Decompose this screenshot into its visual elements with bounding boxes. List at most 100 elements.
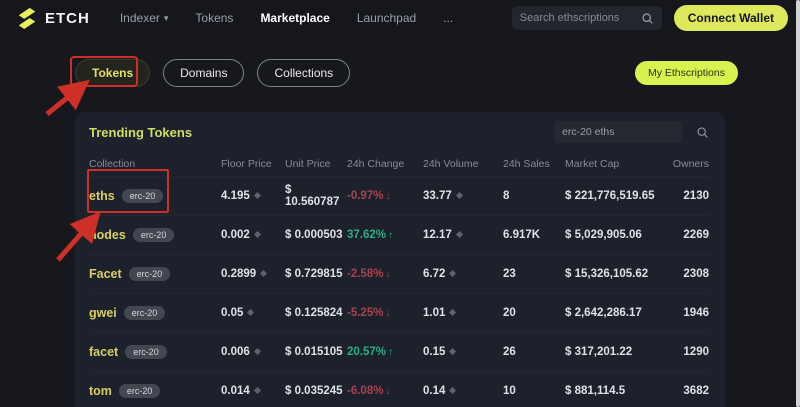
table-header-row: Collection Floor Price Unit Price 24h Ch… [89, 152, 711, 176]
collection-cell[interactable]: eths erc-20 [89, 189, 221, 203]
change-cell: 20.57% ↑ [347, 346, 394, 358]
table-body: eths erc-20 4.195 $ 10.560787 -0.97% ↓ 33… [89, 176, 711, 407]
owners-cell: 2130 [683, 190, 709, 202]
table-row[interactable]: tom erc-20 0.014 $ 0.035245 -6.08% ↓ 0.14… [89, 371, 711, 407]
my-ethscriptions-button[interactable]: My Ethscriptions [634, 61, 738, 85]
panel-title: Trending Tokens [89, 124, 193, 140]
volume-cell: 33.77 [423, 190, 503, 202]
token-standard-badge: erc-20 [132, 228, 175, 242]
change-arrow-icon: ↑ [388, 347, 394, 358]
token-standard-badge: erc-20 [121, 189, 164, 203]
top-navbar: ETCH Indexer ▾ Tokens ▾ Marketplace ▾ La… [0, 0, 800, 36]
scrollbar-thumb[interactable] [796, 0, 800, 407]
category-tab-label: Domains [180, 66, 228, 80]
volume-cell: 0.15 [423, 346, 503, 358]
unit-price-cell: $ 0.729815 [285, 268, 343, 280]
nav-item[interactable]: Indexer ▾ [120, 11, 169, 25]
token-standard-badge: erc-20 [128, 267, 171, 281]
eth-icon [449, 348, 457, 356]
column-header: Market Cap [565, 158, 620, 170]
floor-price-cell: 0.006 [221, 346, 285, 358]
token-name: facet [89, 345, 119, 359]
change-cell: -5.25% ↓ [347, 307, 391, 319]
token-standard-badge: erc-20 [118, 384, 161, 398]
brand[interactable]: ETCH [16, 7, 90, 29]
change-cell: -2.58% ↓ [347, 268, 391, 280]
owners-cell: 2308 [683, 268, 709, 280]
nav-item-label: Indexer [119, 11, 160, 25]
floor-price-cell: 0.05 [221, 307, 285, 319]
navbar-search-box[interactable] [511, 6, 662, 30]
owners-cell: 2269 [683, 229, 709, 241]
volume-cell: 12.17 [423, 229, 503, 241]
token-name: gwei [89, 306, 117, 320]
category-tab[interactable]: Tokens [75, 59, 151, 87]
column-header: Unit Price [285, 158, 331, 170]
change-arrow-icon: ↑ [388, 230, 394, 241]
scrollbar[interactable] [796, 0, 800, 407]
unit-price-cell: $ 10.560787 [285, 184, 340, 208]
floor-price-cell: 0.2899 [221, 268, 285, 280]
token-filter-box[interactable] [554, 121, 682, 143]
floor-price-cell: 0.014 [221, 385, 285, 397]
collection-cell[interactable]: facet erc-20 [89, 345, 221, 359]
column-header: Collection [89, 158, 136, 170]
market-cap-cell: $ 2,642,286.17 [565, 307, 642, 319]
floor-price-cell: 0.002 [221, 229, 285, 241]
table-row[interactable]: facet erc-20 0.006 $ 0.015105 20.57% ↑ 0.… [89, 332, 711, 371]
nav-item[interactable]: Launchpad ▾ [357, 11, 416, 25]
connect-wallet-button[interactable]: Connect Wallet [673, 5, 788, 31]
sales-cell: 26 [503, 346, 516, 358]
category-tab[interactable]: Domains [163, 59, 245, 87]
panel-header: Trending Tokens [89, 112, 711, 152]
trending-tokens-panel: Trending Tokens Collection Floor Price U… [75, 112, 725, 407]
collection-cell[interactable]: tom erc-20 [89, 384, 221, 398]
token-name: Facet [89, 267, 122, 281]
change-arrow-icon: ↓ [385, 308, 391, 319]
category-tab[interactable]: Collections [257, 59, 351, 87]
nav-item-label: Tokens [195, 11, 234, 25]
eth-icon [449, 309, 457, 317]
unit-price-cell: $ 0.035245 [285, 385, 343, 397]
nav-links: Indexer ▾ Tokens ▾ Marketplace ▾ Launchp… [120, 11, 453, 25]
change-cell: -0.97% ↓ [347, 190, 391, 202]
token-name: eths [89, 189, 115, 203]
volume-cell: 0.14 [423, 385, 503, 397]
nav-item[interactable]: Tokens ▾ [195, 11, 233, 25]
unit-price-cell: $ 0.000503 [285, 229, 343, 241]
collection-cell[interactable]: nodes erc-20 [89, 228, 221, 242]
owners-cell: 3682 [683, 385, 709, 397]
sales-cell: 8 [503, 190, 510, 202]
collection-cell[interactable]: gwei erc-20 [89, 306, 221, 320]
eth-icon [253, 192, 261, 200]
search-icon[interactable] [641, 12, 654, 25]
token-standard-badge: erc-20 [125, 345, 167, 359]
navbar-search-input[interactable] [519, 12, 641, 24]
volume-cell: 6.72 [423, 268, 503, 280]
sales-cell: 20 [503, 307, 516, 319]
table-row[interactable]: nodes erc-20 0.002 $ 0.000503 37.62% ↑ 12… [89, 215, 711, 254]
table-row[interactable]: gwei erc-20 0.05 $ 0.125824 -5.25% ↓ 1.01… [89, 293, 711, 332]
change-arrow-icon: ↓ [385, 191, 391, 202]
nav-item-label: Launchpad [356, 11, 417, 25]
nav-item[interactable]: Marketplace ▾ [260, 11, 329, 25]
change-cell: -6.08% ↓ [347, 385, 391, 397]
eth-icon [253, 231, 261, 239]
brand-name: ETCH [45, 9, 90, 27]
eth-icon [253, 387, 261, 395]
column-header: 24h Change [347, 158, 405, 170]
table-row[interactable]: Facet erc-20 0.2899 $ 0.729815 -2.58% ↓ 6… [89, 254, 711, 293]
eth-icon [247, 309, 255, 317]
unit-price-cell: $ 0.125824 [285, 307, 343, 319]
nav-item-label: Marketplace [260, 11, 330, 25]
category-tabs: Tokens Domains Collections [75, 59, 351, 87]
nav-item[interactable]: ... ▾ [443, 11, 453, 25]
panel-search-icon[interactable] [696, 126, 709, 139]
collection-cell[interactable]: Facet erc-20 [89, 267, 221, 281]
token-filter-input[interactable] [562, 126, 674, 138]
change-cell: 37.62% ↑ [347, 229, 394, 241]
table-row[interactable]: eths erc-20 4.195 $ 10.560787 -0.97% ↓ 33… [89, 176, 711, 215]
column-header: 24h Volume [423, 158, 479, 170]
sales-cell: 23 [503, 268, 516, 280]
sales-cell: 6.917K [503, 229, 541, 241]
